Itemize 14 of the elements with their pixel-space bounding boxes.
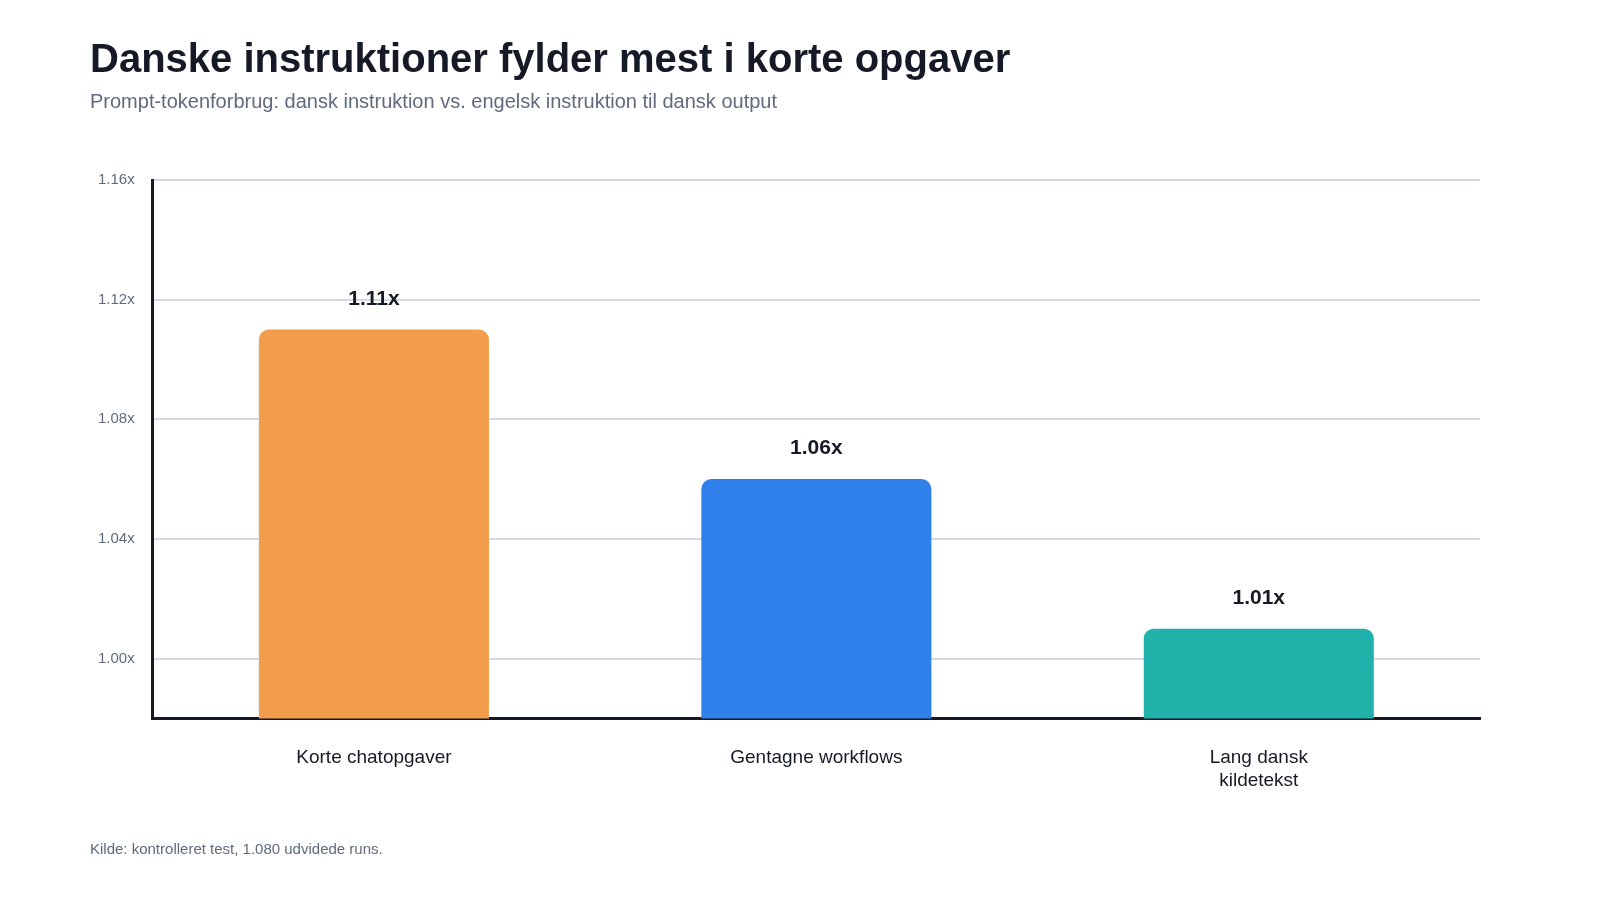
- chart-subtitle: Prompt-tokenforbrug: dansk instruktion vs. engelsk instruktion til dansk output: [90, 90, 778, 113]
- x-tick-label: Gentagne workflows: [730, 746, 903, 768]
- y-tick-label: 1.00x: [97, 648, 136, 666]
- y-tick-label: 1.04x: [97, 529, 136, 547]
- y-tick-label: 1.16x: [97, 170, 136, 188]
- y-tick-label: 1.12x: [97, 289, 136, 307]
- data-label: 1.11x: [348, 285, 400, 309]
- data-label: 1.01x: [1232, 584, 1286, 608]
- y-tick-label: 1.08x: [97, 409, 136, 427]
- x-tick-label: Korte chatopgaver: [296, 746, 453, 768]
- chart-title: Danske instruktioner fylder mest i korte opgaver: [90, 36, 1011, 81]
- data-label: 1.06x: [790, 435, 843, 459]
- text: Kilde: kontrolleret test, 1.080 udvidede runs.: [90, 840, 383, 857]
- x-tick-label: Lang dansk kildetekst: [1209, 746, 1309, 790]
